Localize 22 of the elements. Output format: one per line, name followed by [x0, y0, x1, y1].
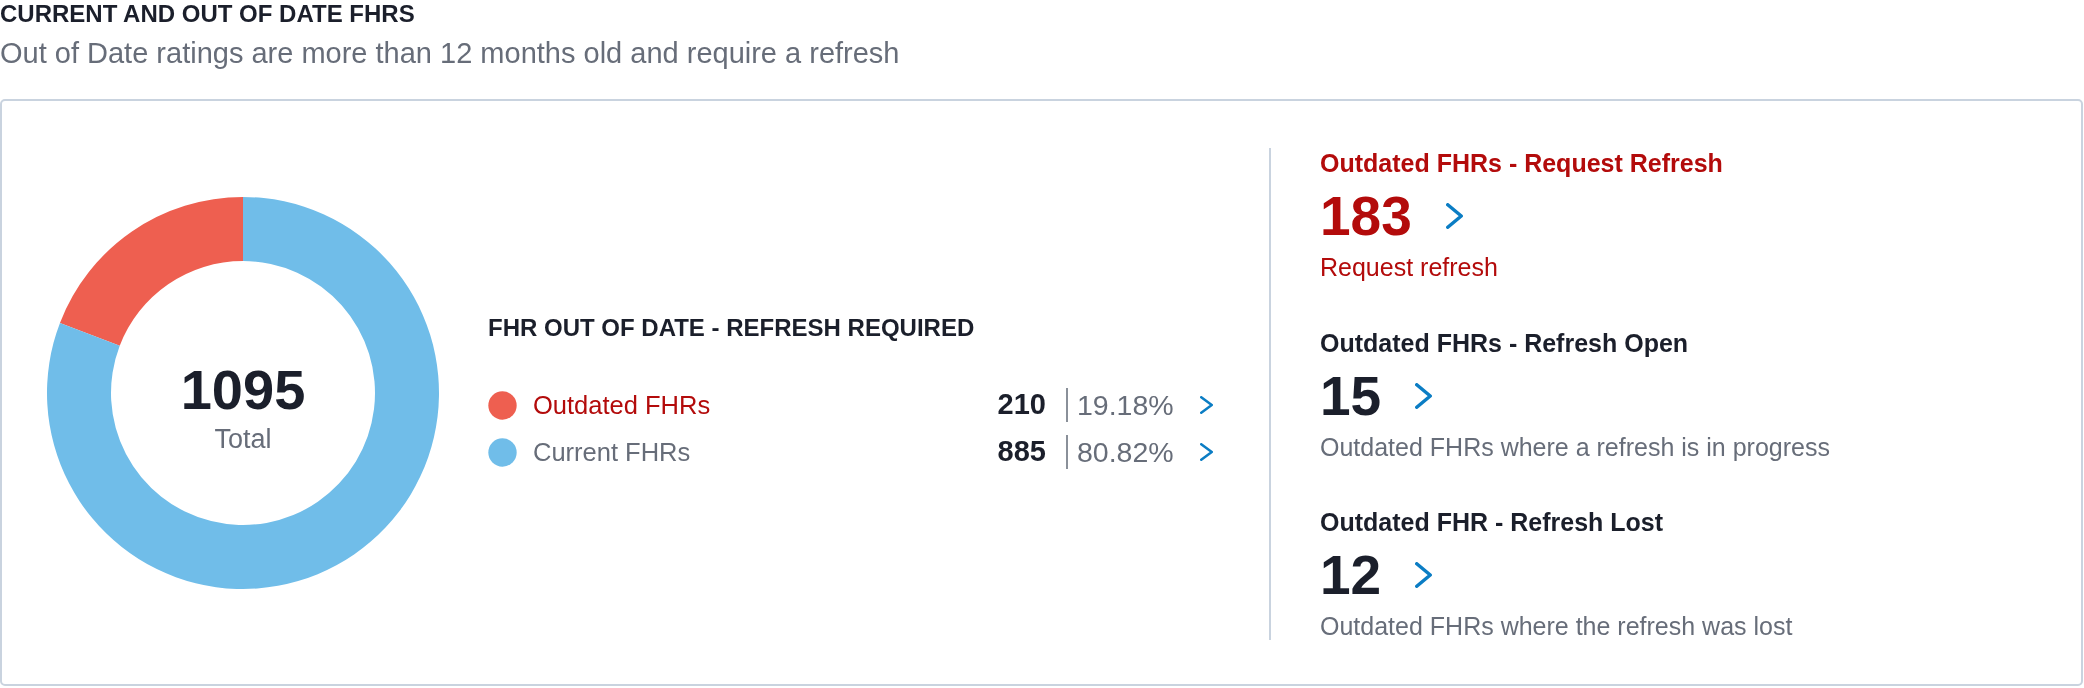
legend-label: Current FHRs: [533, 437, 691, 466]
data-label: 210: [997, 387, 1046, 422]
data-label: 885: [997, 434, 1046, 469]
category-label: Outdated FHR - Refresh Lost: [1320, 507, 1664, 537]
text: Outdated FHRs where a refresh is in progress: [1320, 431, 1830, 462]
text: 80.82%: [1077, 435, 1174, 468]
data-label: 12: [1320, 543, 1382, 608]
category-label: Outdated FHRs - Request Refresh: [1320, 148, 1723, 178]
data-label: 15: [1320, 363, 1382, 429]
text: Total: [214, 424, 272, 454]
legend-title: FHR OUT OF DATE - REFRESH REQUIRED: [488, 314, 975, 341]
data-label: 183: [1320, 184, 1412, 249]
donut-slice: [59, 197, 243, 346]
text: Request refresh: [1320, 252, 1498, 282]
text: Outdated FHRs where the refresh was lost: [1320, 611, 1793, 641]
text: 1095: [180, 358, 306, 421]
chart-title: CURRENT AND OUT OF DATE FHRS: [0, 0, 415, 28]
legend-label: Outdated FHRs: [533, 390, 711, 419]
chart-subtitle: Out of Date ratings are more than 12 months old and require a refresh: [0, 35, 900, 71]
donut-slice: [47, 197, 439, 589]
text: 19.18%: [1077, 388, 1174, 421]
category-label: Outdated FHRs - Refresh Open: [1320, 327, 1689, 358]
